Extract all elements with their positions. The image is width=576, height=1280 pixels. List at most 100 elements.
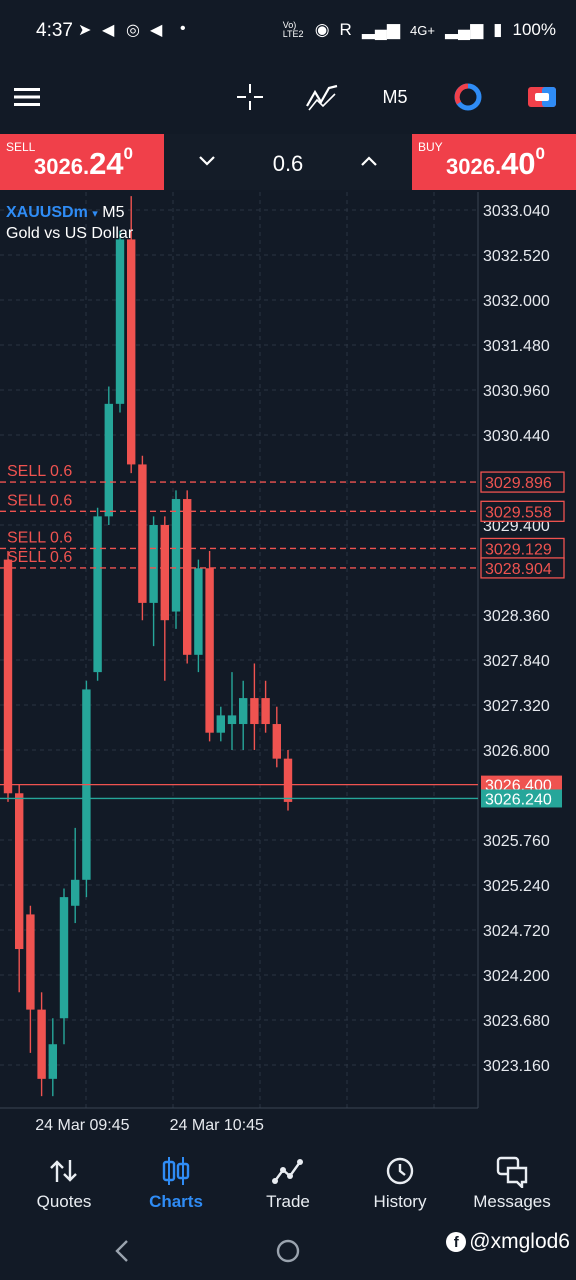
volte-label: Vo) LTE2 (282, 20, 304, 39)
roaming-mark: R (339, 20, 352, 39)
history-icon (386, 1157, 414, 1185)
trade-icon (272, 1159, 303, 1184)
sell-order-label: SELL 0.6 (7, 492, 72, 509)
candle-body (3, 559, 13, 794)
y-tick-label: 3024.720 (483, 923, 550, 940)
candle-body (71, 879, 80, 906)
candle-body (194, 568, 203, 655)
candle-body (59, 897, 69, 1019)
tab-label: Quotes (36, 1192, 92, 1211)
buy-label: BUY (418, 140, 443, 154)
tab-label: History (373, 1192, 427, 1211)
candle-body (160, 525, 169, 621)
crosshair-button[interactable] (230, 62, 270, 132)
watermark-text: @xmglod6 (469, 1230, 570, 1253)
signal-icon: ▂▄▆ (444, 20, 484, 39)
ask-price-label-box (481, 775, 562, 794)
messages-icon (496, 1156, 528, 1188)
volume-increase-button[interactable] (360, 154, 378, 168)
price-chart[interactable]: 3033.040 3032.520 3032.000 3031.480 3030.960… (0, 192, 576, 1140)
candle-body (26, 914, 35, 1010)
y-tick-label: 3031.480 (483, 338, 550, 355)
charts-icon (162, 1157, 190, 1185)
candle-body (261, 698, 270, 725)
y-tick-label: 3032.520 (483, 248, 550, 265)
back-icon[interactable] (112, 1238, 132, 1264)
tab-label: Messages (473, 1192, 551, 1211)
candle-body (239, 698, 248, 725)
buy-button[interactable]: BUY 3026.400 (412, 134, 576, 190)
candle-body (93, 516, 102, 673)
symbol-timeframe: M5 (102, 204, 125, 221)
candle-body (115, 239, 125, 404)
y-tick-label: 3030.440 (483, 428, 550, 445)
volume-value[interactable]: 0.6 (272, 151, 304, 176)
candle-body (37, 1009, 46, 1079)
history-chart-icon (454, 83, 482, 111)
bid-price-label-box (481, 789, 562, 808)
symbol-header[interactable]: XAUUSDm ▾ M5 (6, 204, 124, 222)
volume-decrease-button[interactable] (198, 154, 216, 168)
tab-label: Trade (266, 1192, 310, 1211)
history-chart-button[interactable] (448, 62, 488, 132)
tab-quotes[interactable]: Quotes (8, 1140, 120, 1224)
y-tick-label: 3029.400 (483, 518, 550, 535)
sell-price-big: 24 (89, 146, 124, 181)
indicators-icon (306, 84, 338, 111)
sell-order-label: SELL 0.6 (7, 549, 72, 566)
order-price-box (480, 557, 565, 579)
order-price-label: 3029.896 (485, 475, 552, 492)
timeframe-button[interactable]: M5 (382, 86, 408, 107)
tab-messages[interactable]: Messages (456, 1140, 568, 1224)
buy-price-sup: 0 (535, 144, 546, 163)
candle-body (104, 403, 113, 517)
sell-price-sup: 0 (123, 144, 134, 163)
candle-body (48, 1044, 57, 1079)
facebook-icon: f (446, 1232, 467, 1252)
sell-order-label: SELL 0.6 (7, 529, 72, 546)
candle-body (227, 715, 237, 725)
watermark: f @xmglod6 (446, 1230, 570, 1254)
network-label: 4G+ (410, 22, 435, 38)
tab-trade[interactable]: Trade (232, 1140, 344, 1224)
candle-body (283, 758, 293, 802)
y-tick-label: 3030.960 (483, 383, 550, 400)
order-price-label: 3029.129 (485, 541, 552, 558)
candle-body (205, 568, 214, 733)
dot-icon: • (180, 20, 186, 37)
y-tick-label: 3027.320 (483, 698, 550, 715)
bid-price-label: 3026.240 (485, 791, 552, 808)
signal-icon: ▂▄▆ (361, 20, 401, 39)
sell-button[interactable]: SELL 3026.240 (0, 134, 164, 190)
candle-body (216, 715, 225, 733)
home-icon[interactable] (275, 1238, 301, 1264)
y-tick-label: 3025.240 (483, 878, 550, 895)
bottom-tab-bar: Quotes Charts Trade History Messages (0, 1140, 576, 1224)
hotspot-icon: ◉ (314, 20, 330, 39)
candle-body (15, 793, 24, 950)
x-tick-label: 24 Mar 09:45 (35, 1117, 129, 1134)
y-tick-label: 3028.360 (483, 608, 550, 625)
crosshair-icon (237, 84, 263, 110)
sell-price: 3026.240 (34, 144, 134, 182)
indicators-button[interactable] (302, 62, 342, 132)
symbol-name: XAUUSDm (6, 204, 88, 221)
candle-body (171, 499, 181, 612)
menu-button[interactable] (8, 62, 48, 132)
tab-charts[interactable]: Charts (120, 1140, 232, 1224)
y-tick-label: 3033.040 (483, 203, 550, 220)
one-click-trading-button[interactable] (522, 62, 562, 132)
quotes-icon (50, 1160, 77, 1182)
system-nav-bar (0, 1224, 576, 1280)
candle-body (250, 698, 259, 725)
tab-label: Charts (149, 1192, 203, 1211)
volume-selector: 0.6 (164, 134, 412, 190)
order-price-box (480, 471, 565, 493)
y-tick-label: 3024.200 (483, 968, 550, 985)
one-click-trading-icon (528, 87, 556, 107)
tab-history[interactable]: History (344, 1140, 456, 1224)
y-tick-label: 3023.680 (483, 1013, 550, 1030)
send-icon: ➤ (78, 22, 92, 39)
chevron-down-icon: ▾ (92, 208, 98, 220)
telegram-icon: ◀ (102, 22, 115, 39)
